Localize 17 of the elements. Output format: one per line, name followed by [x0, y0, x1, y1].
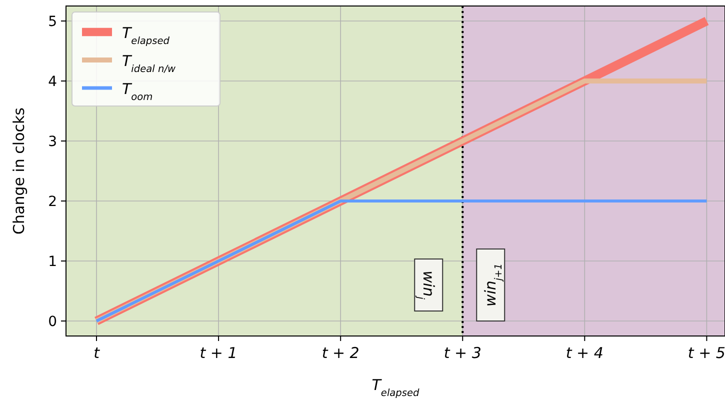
- y-tick-label: 2: [48, 194, 57, 210]
- x-tick-label: t: [94, 344, 101, 362]
- x-tick-label: t + 4: [566, 344, 604, 362]
- x-tick-label: t + 5: [688, 344, 725, 362]
- y-tick-label: 5: [48, 14, 57, 30]
- x-tick-label: t + 1: [200, 344, 238, 362]
- x-tick-label: t + 3: [444, 344, 482, 362]
- x-tick-label: t + 2: [322, 344, 360, 362]
- legend-label: T$_{ideal n/w}$: [122, 52, 176, 74]
- x-axis-title: T$_{elapsed}$: [372, 376, 420, 398]
- legend-label: T$_{oom}$: [122, 80, 153, 102]
- y-tick-label: 3: [48, 134, 57, 150]
- y-tick-label: 1: [48, 254, 57, 270]
- y-axis-title: Change in clocks: [10, 107, 28, 234]
- y-tick-label: 0: [48, 314, 57, 330]
- y-tick-label: 4: [48, 74, 58, 90]
- legend-label: T$_{elapsed}$: [122, 24, 170, 46]
